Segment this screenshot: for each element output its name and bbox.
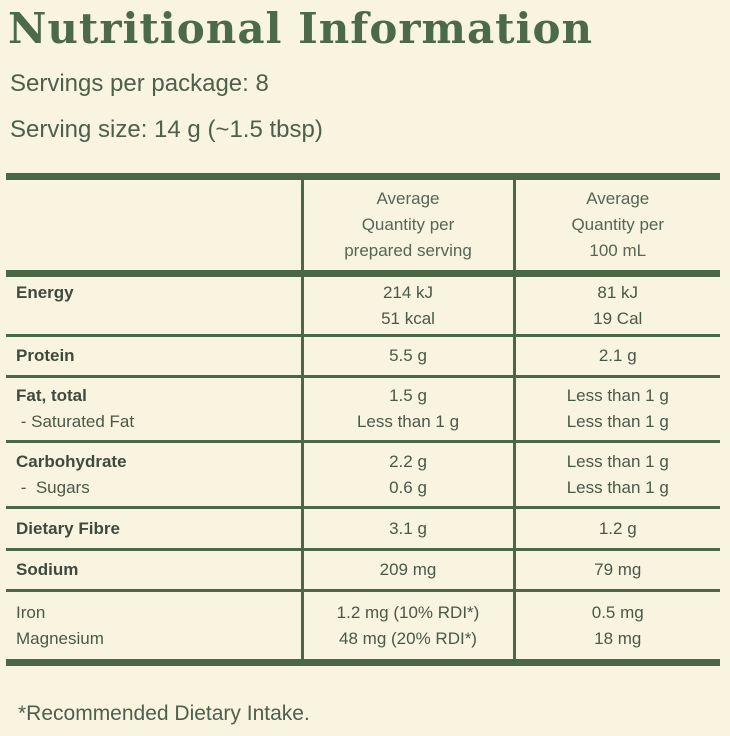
per100-value: 79 mg [512, 549, 720, 591]
header-cell-nutrient [6, 176, 304, 274]
nutrient-label: Protein [16, 346, 75, 365]
header-serving-line: prepared serving [344, 241, 472, 260]
nutrient-cell: Iron Magnesium [6, 590, 304, 663]
serving-size: Serving size: 14 g (~1.5 tbsp) [10, 116, 323, 143]
table-row: Dietary Fibre 3.1 g 1.2 g [6, 507, 720, 550]
per100-cell: 81 kJ 19 Cal [512, 273, 720, 336]
serving-value: 3.1 g [300, 507, 516, 550]
footnote: *Recommended Dietary Intake. [18, 702, 310, 725]
nutrient-sub-label: - Sugars [16, 477, 90, 497]
table-row: Carbohydrate - Sugars 2.2 g 0.6 g Less t… [6, 441, 720, 508]
per100-value: 2.1 g [512, 335, 720, 377]
table-row: Fat, total - Saturated Fat 1.5 g Less th… [6, 376, 720, 442]
nutrient-label: Dietary Fibre [16, 518, 120, 538]
nutrient-label: Energy [16, 282, 74, 302]
header-cell-per-100ml: Average Quantity per 100 mL [512, 176, 720, 274]
per100-cell: Less than 1 g Less than 1 g [512, 441, 720, 508]
table-row: Iron Magnesium 1.2 mg (10% RDI*) 48 mg (… [6, 590, 720, 663]
nutrition-table-wrapper: Average Quantity per prepared serving Av… [6, 173, 720, 666]
per100-value: Less than 1 g [566, 477, 669, 497]
serving-value: Less than 1 g [356, 412, 460, 431]
per100-value: 18 mg [594, 628, 642, 648]
nutrition-table: Average Quantity per prepared serving Av… [6, 173, 720, 666]
nutrient-label: Fat, total [16, 386, 87, 405]
per100-value: Less than 1 g [566, 451, 669, 471]
header-serving-line: Average [376, 189, 440, 208]
nutrient-label: Sodium [16, 560, 79, 579]
header-cell-serving: Average Quantity per prepared serving [300, 176, 516, 274]
per100-value: 19 Cal [593, 308, 643, 328]
per100-value: 1.2 g [512, 507, 720, 550]
serving-value: 5.5 g [300, 335, 516, 377]
nutrient-sub-label: Magnesium [16, 628, 104, 648]
nutrient-cell: Sodium [6, 549, 304, 591]
table-row: Protein 5.5 g 2.1 g [6, 335, 720, 377]
serving-cell: 1.2 mg (10% RDI*) 48 mg (20% RDI*) [300, 590, 516, 663]
header-serving-line: Quantity per [361, 215, 455, 234]
servings-per-package: Servings per package: 8 [10, 70, 269, 97]
nutrient-cell: Dietary Fibre [6, 507, 304, 550]
table-row: Energy 214 kJ 51 kcal 81 kJ 19 Cal [6, 273, 720, 336]
nutrient-label: Carbohydrate [16, 451, 127, 471]
serving-cell: 214 kJ 51 kcal [300, 273, 516, 336]
page-title: Nutritional Information [8, 4, 594, 53]
serving-cell: 1.5 g Less than 1 g [300, 376, 516, 442]
serving-cell: 2.2 g 0.6 g [300, 441, 516, 508]
header-per100-line: Quantity per [571, 215, 665, 234]
table-row: Sodium 209 mg 79 mg [6, 549, 720, 591]
per100-value: 81 kJ [597, 282, 639, 302]
table-header-row: Average Quantity per prepared serving Av… [6, 176, 720, 274]
serving-value: 1.5 g [389, 386, 427, 405]
per100-value: Less than 1 g [566, 386, 669, 405]
header-per100-line: Average [586, 189, 650, 208]
nutrient-sub-label: - Saturated Fat [16, 412, 135, 431]
nutrient-cell: Protein [6, 335, 304, 377]
serving-value: 214 kJ [382, 282, 434, 302]
serving-value: 1.2 mg (10% RDI*) [336, 602, 480, 622]
nutrient-cell: Energy [6, 273, 304, 336]
serving-value: 48 mg (20% RDI*) [339, 628, 477, 648]
per100-value: Less than 1 g [566, 412, 669, 431]
serving-value: 51 kcal [381, 308, 435, 328]
header-per100-line: 100 mL [589, 241, 647, 260]
serving-value: 209 mg [300, 549, 516, 591]
per100-cell: Less than 1 g Less than 1 g [512, 376, 720, 442]
per100-cell: 0.5 mg 18 mg [512, 590, 720, 663]
per100-value: 0.5 mg [591, 602, 644, 622]
nutrient-cell: Fat, total - Saturated Fat [6, 376, 304, 442]
serving-value: 2.2 g [389, 451, 427, 471]
serving-value: 0.6 g [389, 477, 427, 497]
nutrient-cell: Carbohydrate - Sugars [6, 441, 304, 508]
nutrient-label: Iron [16, 602, 46, 622]
